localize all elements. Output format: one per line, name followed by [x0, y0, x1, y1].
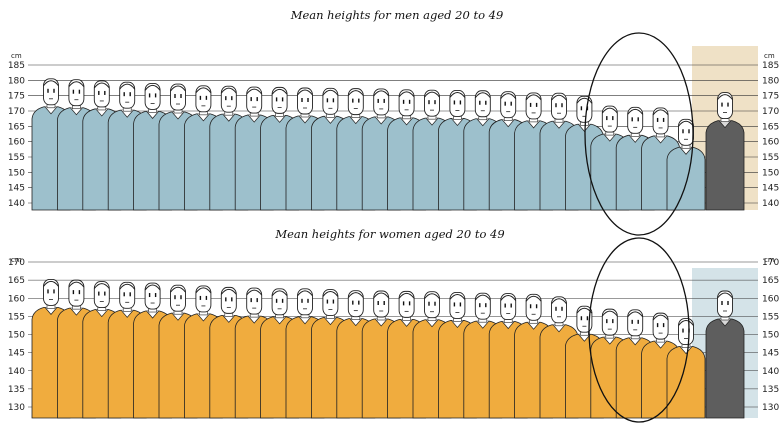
y-tick-label-right: 160 — [762, 138, 779, 148]
y-tick-label-left: 160 — [8, 138, 25, 148]
y-tick-label-right: 175 — [762, 92, 779, 102]
y-tick-label-right: 170 — [762, 258, 779, 268]
women-height-chart: Mean heights for women aged 20 to 49 170… — [8, 227, 780, 419]
y-tick-label-right: 130 — [762, 403, 779, 413]
figure-mex — [666, 318, 706, 419]
y-tick-label-left: 165 — [8, 276, 25, 286]
women-figures — [31, 278, 745, 419]
figure-oecd-26 — [705, 92, 745, 211]
y-tick-label-left: 170 — [8, 107, 25, 117]
y-tick-label-right: 180 — [762, 76, 779, 86]
y-tick-label-left: 150 — [8, 168, 25, 178]
men-unit-left: cm — [11, 52, 22, 60]
highlight-circle-women — [588, 237, 690, 423]
y-tick-label-left: 160 — [8, 294, 25, 304]
y-tick-label-left: 140 — [8, 367, 25, 377]
y-tick-label-left: 140 — [8, 199, 25, 209]
men-figures — [31, 78, 745, 211]
y-tick-label-left: 145 — [8, 349, 25, 359]
y-tick-label-left: 135 — [8, 385, 25, 395]
highlight-circle — [584, 32, 694, 236]
y-tick-label-left: 170 — [8, 258, 25, 268]
y-tick-label-right: 155 — [762, 312, 779, 322]
y-tick-label-right: 160 — [762, 294, 779, 304]
y-tick-label-left: 180 — [8, 76, 25, 86]
y-tick-label-left: 130 — [8, 403, 25, 413]
women-chart-title: Mean heights for women aged 20 to 49 — [274, 227, 504, 241]
y-tick-label-left: 155 — [8, 312, 25, 322]
y-tick-label-left: 150 — [8, 331, 25, 341]
y-tick-label-right: 170 — [762, 107, 779, 117]
y-tick-label-right: 165 — [762, 276, 779, 286]
y-tick-label-right: 165 — [762, 122, 779, 132]
y-tick-label-left: 145 — [8, 184, 25, 194]
women-y-axis: 170 170 165 165 160 160 155 155 150 150 145 145 140 1… — [8, 258, 780, 413]
y-tick-label-right: 140 — [762, 367, 779, 377]
y-tick-label-right: 140 — [762, 199, 779, 209]
y-tick-label-left: 185 — [8, 61, 25, 71]
men-y-axis: 185 185 180 180 175 175 170 170 165 165 160 160 155 1… — [8, 61, 780, 209]
men-unit-right: cm — [764, 52, 775, 60]
y-tick-label-left: 155 — [8, 153, 25, 163]
men-height-chart: Mean heights for men aged 20 to 49 185 18… — [8, 8, 780, 211]
men-chart-title: Mean heights for men aged 20 to 49 — [290, 8, 504, 22]
y-tick-label-right: 150 — [762, 168, 779, 178]
figure-oecd-26 — [705, 290, 745, 419]
figure-mex — [666, 118, 706, 211]
y-tick-label-right: 135 — [762, 385, 779, 395]
y-tick-label-right: 145 — [762, 184, 779, 194]
y-tick-label-right: 150 — [762, 331, 779, 341]
women-unit-right: cm — [764, 256, 775, 264]
y-tick-label-right: 185 — [762, 61, 779, 71]
women-unit-left: cm — [11, 256, 22, 264]
y-tick-label-right: 145 — [762, 349, 779, 359]
y-tick-label-right: 155 — [762, 153, 779, 163]
y-tick-label-left: 175 — [8, 92, 25, 102]
y-tick-label-left: 165 — [8, 122, 25, 132]
